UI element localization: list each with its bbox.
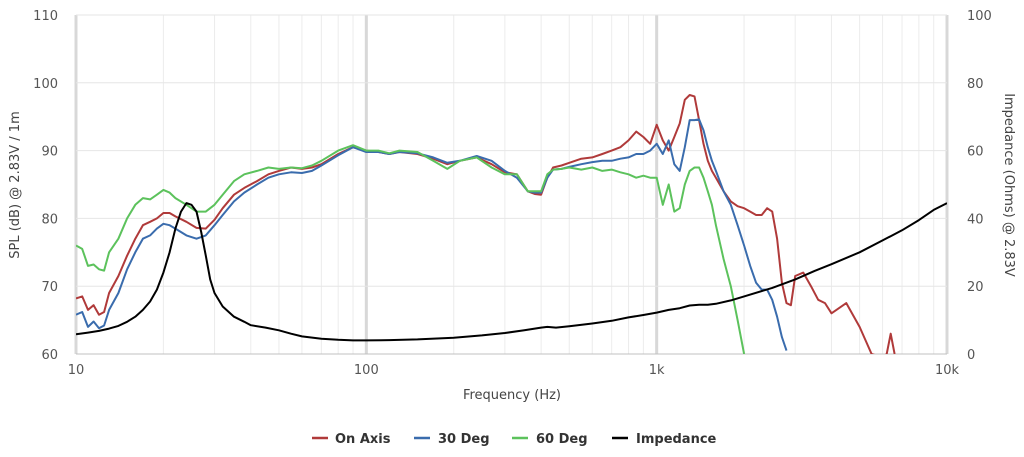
series-layer (76, 94, 947, 354)
series-line-60-deg (76, 144, 746, 354)
legend-label: 30 Deg (438, 432, 490, 447)
legend: On Axis 30 Deg 60 Deg Impedance (312, 432, 717, 447)
x-tick-label: 10k (935, 363, 960, 378)
legend-item-30-deg[interactable]: 30 Deg (414, 432, 490, 447)
y-axis-title: SPL (dB) @ 2.83V / 1m (8, 111, 23, 258)
axes-layer: 10 100 1k 10k 60 70 80 90 100 110 0 20 40 60 80 100 (33, 9, 992, 378)
y-tick-label: 110 (33, 9, 58, 24)
x-axis-title: Frequency (Hz) (463, 388, 561, 403)
legend-label: Impedance (636, 432, 717, 447)
grid-layer (74, 14, 949, 355)
series-line-30-deg (76, 118, 788, 351)
y-tick-label: 60 (41, 348, 58, 363)
y-tick-label: 70 (41, 280, 58, 295)
legend-label: On Axis (335, 432, 391, 447)
series-line-on-axis (76, 94, 896, 354)
legend-item-impedance[interactable]: Impedance (612, 432, 717, 447)
y2-tick-label: 40 (967, 212, 984, 227)
y-tick-label: 80 (41, 212, 58, 227)
y-tick-label: 100 (33, 77, 58, 92)
x-tick-label: 1k (649, 363, 665, 378)
series-line-impedance (76, 202, 947, 342)
y2-tick-label: 0 (967, 348, 975, 363)
legend-item-on-axis[interactable]: On Axis (312, 432, 391, 447)
y2-tick-label: 80 (967, 77, 984, 92)
y2-axis-title: Impedance (Ohms) @ 2.83V (1001, 93, 1016, 277)
y2-tick-label: 100 (967, 9, 992, 24)
y2-tick-label: 60 (967, 145, 984, 160)
legend-item-60-deg[interactable]: 60 Deg (512, 432, 588, 447)
y-tick-label: 90 (41, 145, 58, 160)
x-tick-label: 10 (68, 363, 85, 378)
legend-label: 60 Deg (536, 432, 588, 447)
x-tick-label: 100 (354, 363, 379, 378)
y2-tick-label: 20 (967, 280, 984, 295)
